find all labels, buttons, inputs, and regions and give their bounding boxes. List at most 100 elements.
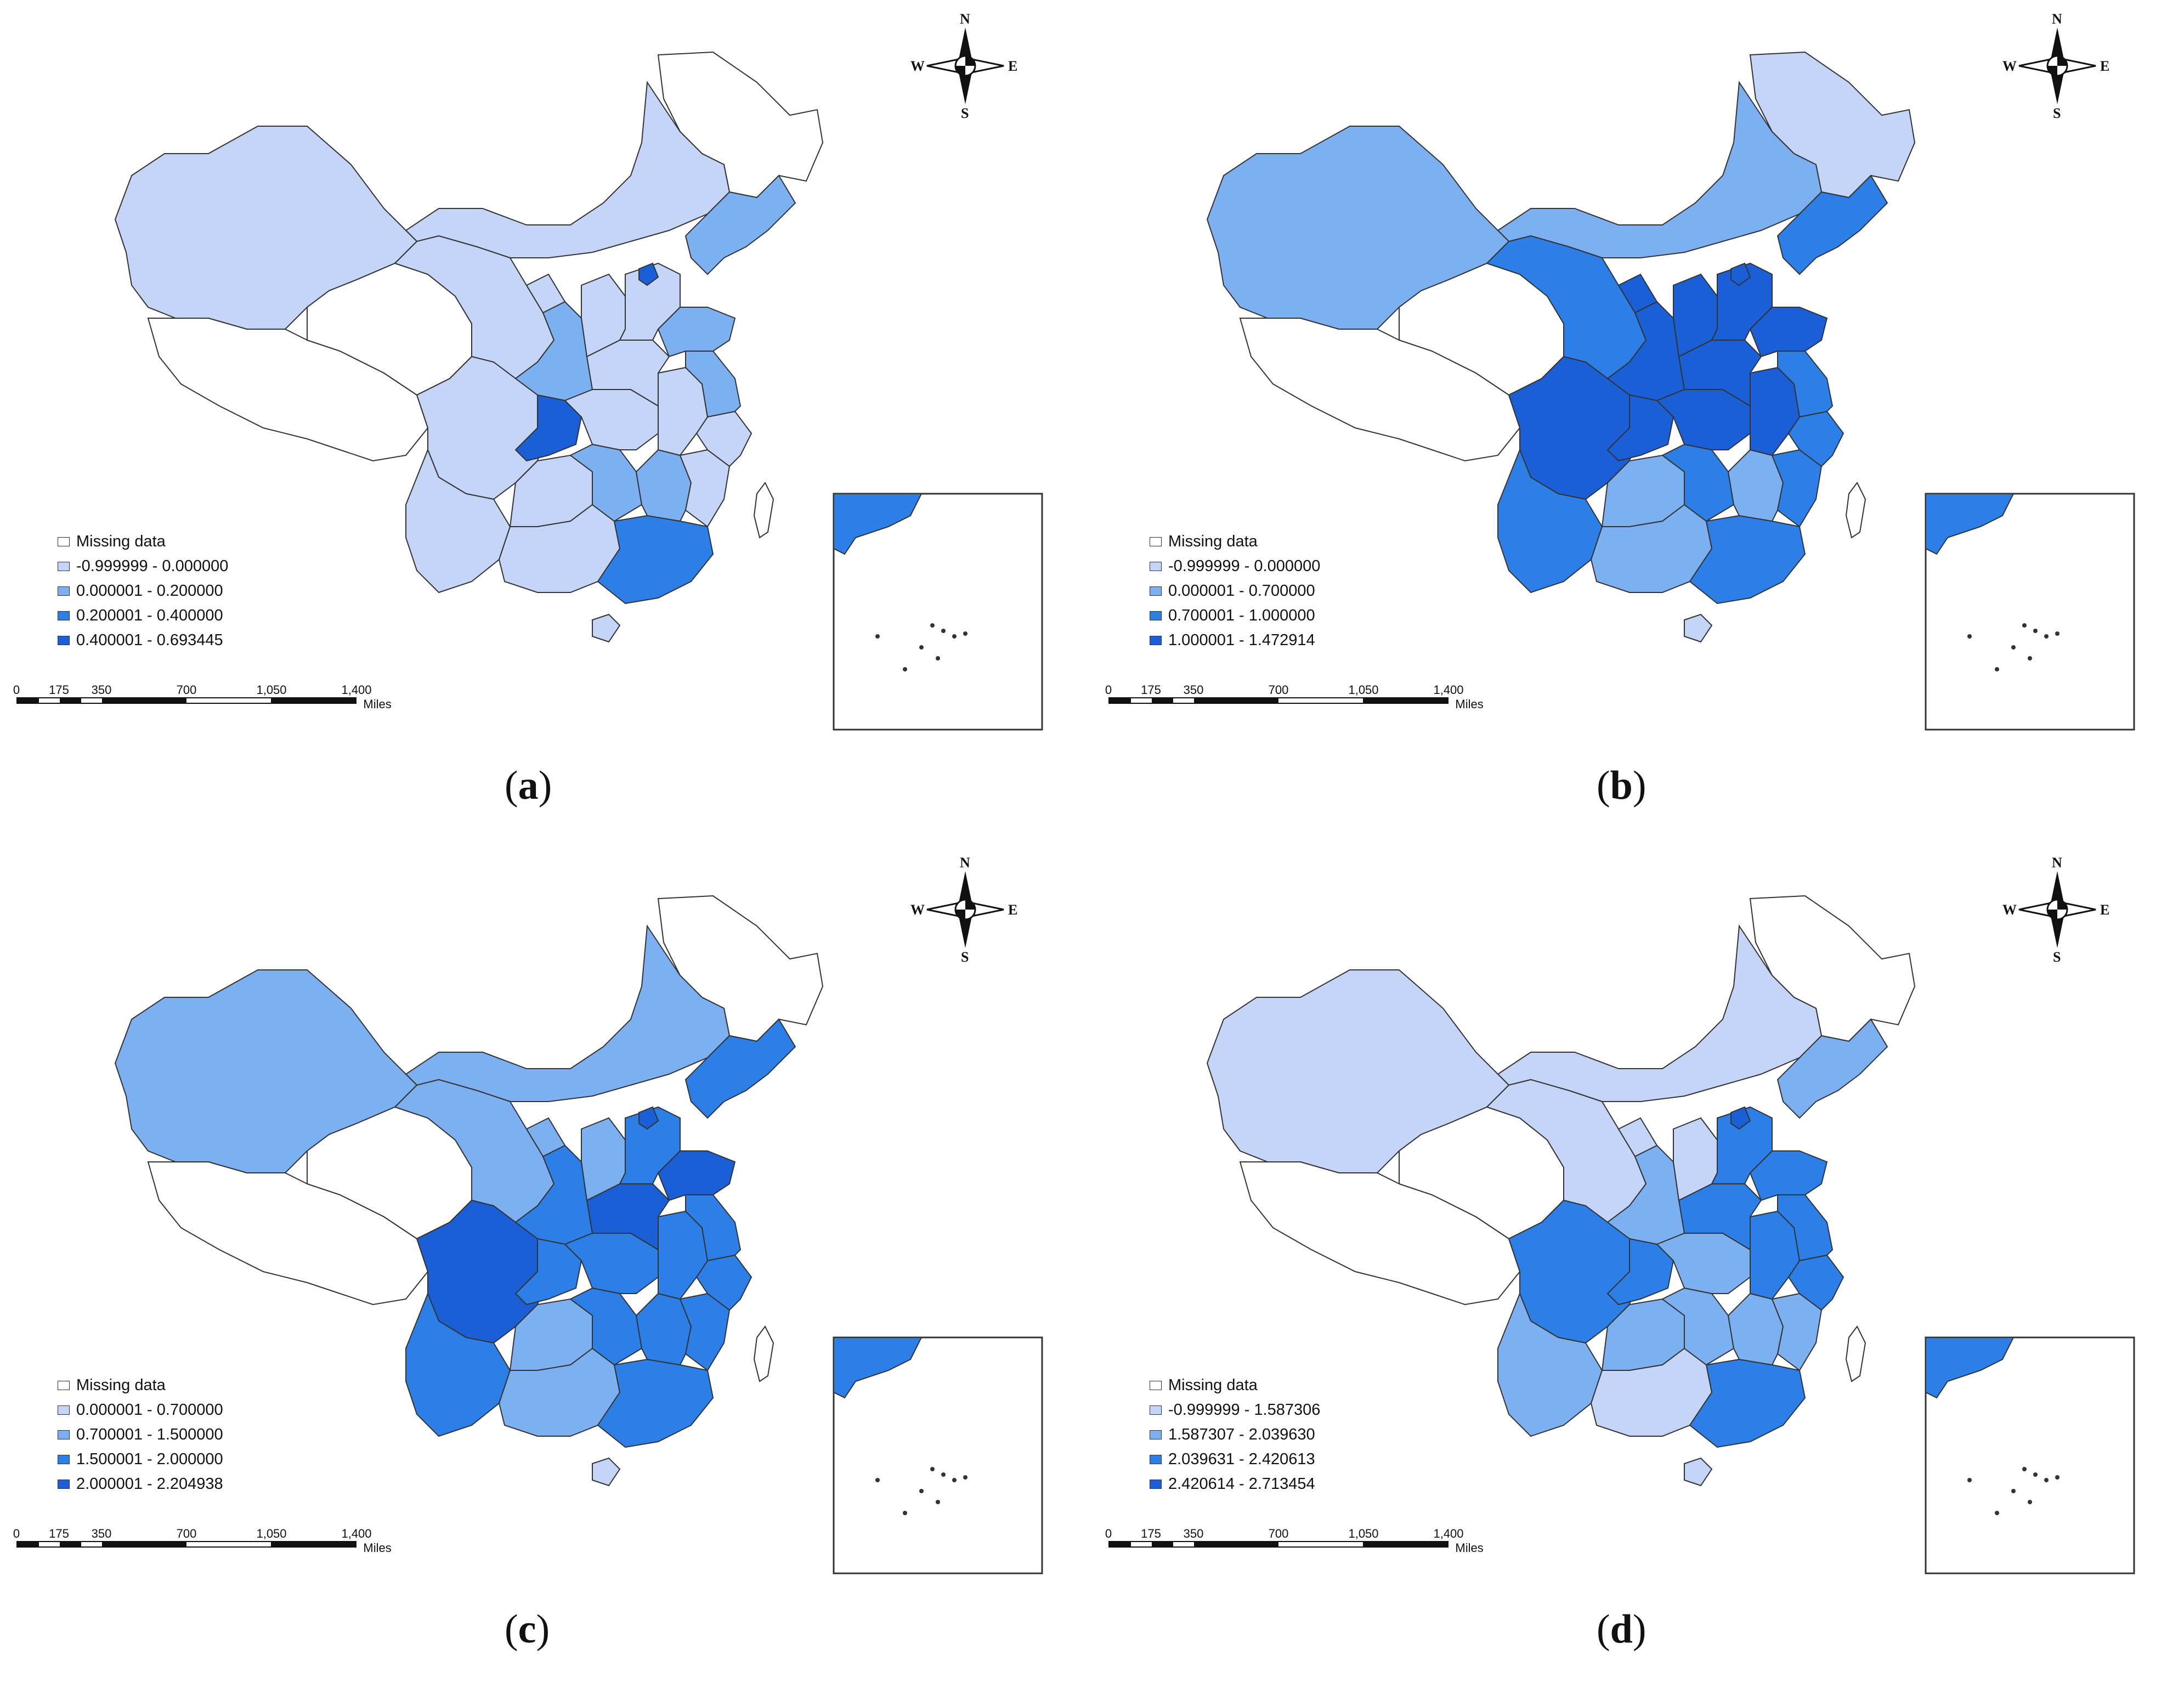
region-ningxia [525,273,566,314]
compass-n: N [2052,855,2062,871]
region-jilin-liaoning [1776,174,1888,275]
region-jiangsu [1777,351,1834,418]
legend-swatch [58,1430,70,1439]
legend-item: 1.587307 - 2.039630 [1150,1422,1320,1447]
scale-bar: 0 175 350 700 1,050 1,400 Miles [1105,1527,1484,1555]
scale-tick-label: 1,400 [341,1527,372,1540]
scale-tick-label: 1,400 [1433,1527,1464,1540]
legend-item: 0.700001 - 1.500000 [58,1422,223,1447]
compass-w: W [2002,58,2017,74]
compass-e: E [1008,58,1018,74]
scale-bar-segments [1108,697,1449,704]
legend-label: 0.700001 - 1.500000 [76,1426,223,1443]
region-hainan [1684,1457,1713,1487]
legend-label: 0.000001 - 0.700000 [76,1401,223,1419]
scale-tick-label: 700 [176,683,197,697]
compass-rose-icon [2018,27,2096,104]
inset-coast [833,1337,923,1399]
region-hebei [619,1106,681,1184]
region-taiwan [1845,482,1866,539]
compass-rose-icon [926,27,1004,104]
region-shandong [1749,1150,1828,1201]
legend-label: Missing data [76,533,166,550]
legend-item: -0.999999 - 0.000000 [58,554,228,579]
region-jiangsu [685,351,742,418]
scale-tick-label: 1,050 [1348,1527,1379,1540]
region-zhejiang [1787,1254,1844,1311]
scale-bar-segments [16,697,357,704]
scale-tick-label: 175 [1141,683,1161,697]
scale-tick-label: 350 [1183,1527,1204,1540]
legend-item: 0.000001 - 0.700000 [58,1398,223,1422]
compass-n: N [2052,11,2062,27]
scale-unit: Miles [1455,697,1484,711]
region-taiwan [753,482,774,539]
compass-n: N [960,11,970,27]
region-jilin-liaoning [1776,1018,1888,1119]
scale-bar-segments [16,1541,357,1548]
legend-label: 0.000001 - 0.700000 [1168,582,1315,600]
region-beijing [638,1106,659,1130]
legend-swatch [1150,586,1162,596]
legend: Missing data -0.999999 - 0.000000 0.000001… [1150,529,1320,653]
region-yunnan [405,448,511,594]
scale-tick-label: 175 [1141,1527,1161,1540]
scale-tick-label: 700 [176,1527,197,1540]
region-ningxia [1617,1117,1658,1158]
legend-swatch [58,1455,70,1464]
legend-item: 1.000001 - 1.472914 [1150,628,1320,653]
legend-label: 0.000001 - 0.200000 [76,582,223,600]
scale-tick-label: 175 [49,683,69,697]
scale-bar-segments [1108,1541,1449,1548]
inset-islands [1967,1467,2059,1515]
legend-swatch [1150,1430,1162,1439]
region-zhejiang [695,410,752,467]
region-hainan [592,1457,621,1487]
panel-a: Missing data -0.999999 - 0.000000 0.000001… [0,0,1092,844]
region-hainan [1684,613,1713,643]
legend-item: Missing data [1150,529,1320,554]
compass-s: S [2053,105,2061,121]
legend-swatch [58,1381,70,1390]
region-jiangsu [685,1194,742,1262]
region-beijing [1730,262,1751,286]
legend-item: 0.200001 - 0.400000 [58,603,228,628]
region-shaanxi [514,301,593,402]
scale-tick-label: 350 [91,1527,112,1540]
legend-swatch [58,1405,70,1415]
compass-s: S [961,949,969,965]
region-jiangsu [1777,1194,1834,1262]
region-shandong [657,307,736,358]
legend-item: Missing data [1150,1373,1320,1398]
legend-label: 2.420614 - 2.713454 [1168,1475,1315,1493]
scale-tick-label: 1,400 [341,683,372,697]
legend-item: 0.700001 - 1.000000 [1150,603,1320,628]
panel-b: Missing data -0.999999 - 0.000000 0.000001… [1092,0,2184,844]
legend-swatch [1150,1381,1162,1390]
region-ningxia [525,1117,566,1158]
legend-item: 0.000001 - 0.700000 [1150,579,1320,603]
legend-swatch [58,586,70,596]
region-hebei [1711,1106,1773,1184]
region-shandong [657,1150,736,1201]
scale-unit: Miles [363,697,392,711]
region-ningxia [1617,273,1658,314]
scale-tick-label: 175 [49,1527,69,1540]
compass-e: E [1008,902,1018,918]
inset-islands [1967,623,2059,671]
scale-tick-label: 0 [1105,1527,1112,1540]
inset-coast [1925,1337,2015,1399]
legend-item: Missing data [58,529,228,554]
legend-item: 2.039631 - 2.420613 [1150,1447,1320,1472]
legend-swatch [58,636,70,645]
legend-swatch [58,537,70,546]
china-map [1206,895,2135,1574]
legend-swatch [1150,537,1162,546]
region-yunnan [405,1292,511,1437]
region-beijing [1730,1106,1751,1130]
legend: Missing data -0.999999 - 0.000000 0.000001… [58,529,228,653]
compass-w: W [2002,902,2017,918]
region-zhejiang [1787,410,1844,467]
legend-label: 2.000001 - 2.204938 [76,1475,223,1493]
